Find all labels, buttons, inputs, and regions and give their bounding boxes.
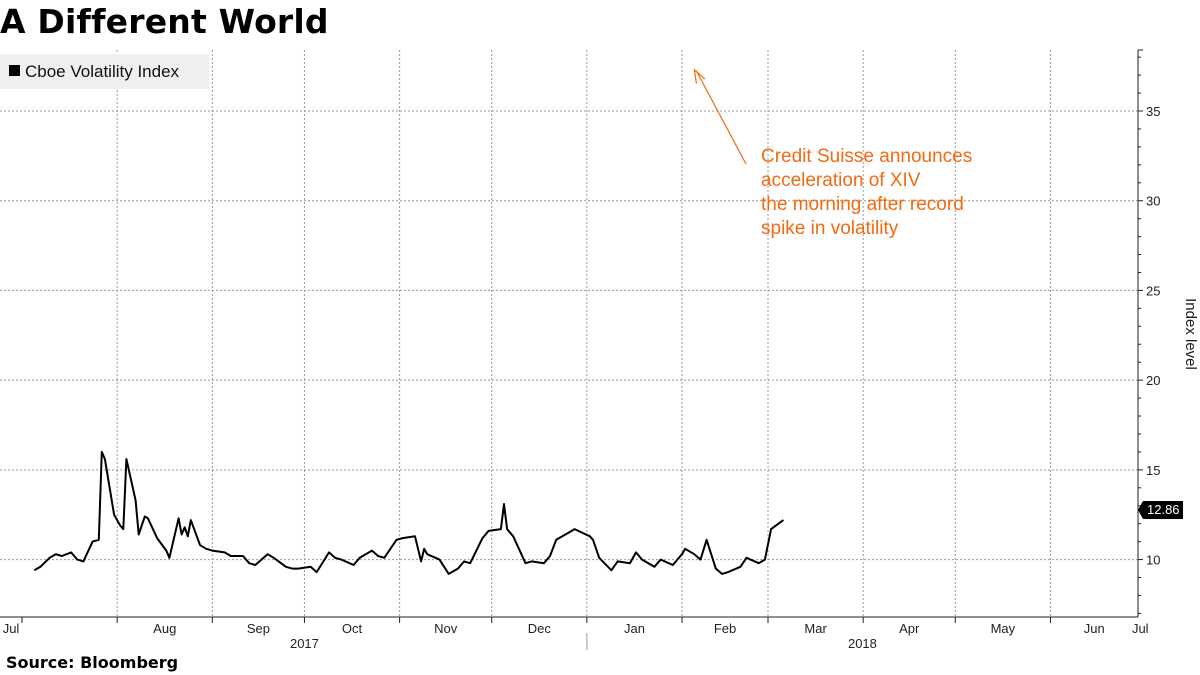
x-tick-label: Mar xyxy=(804,621,827,636)
grid-lines xyxy=(0,50,1138,617)
annotation-text-line: the morning after record xyxy=(761,194,964,215)
y-tick-label: 10 xyxy=(1146,553,1160,568)
y-ticks: 10 15 20 25 30 35 xyxy=(1138,49,1160,614)
y-tick-label: 25 xyxy=(1146,283,1160,298)
legend-label: Cboe Volatility Index xyxy=(25,62,180,81)
x-tick-label: Oct xyxy=(342,621,363,636)
chart-title: A Different World xyxy=(0,2,329,41)
legend-background xyxy=(0,54,209,89)
annotation: Credit Suisse announces acceleration of X… xyxy=(693,68,972,239)
x-tick-label: Aug xyxy=(153,621,176,636)
x-tick-label: Feb xyxy=(714,621,736,636)
x-tick-label: Nov xyxy=(434,621,458,636)
x-tick-label: Jul xyxy=(1132,621,1149,636)
x-tick-label: Jan xyxy=(624,621,645,636)
x-tick-label: Jun xyxy=(1084,621,1105,636)
x-tick-label: Dec xyxy=(528,621,552,636)
axes xyxy=(0,50,1139,618)
legend: Cboe Volatility Index xyxy=(0,54,209,89)
annotation-arrowhead xyxy=(693,68,706,84)
annotation-text-line: Credit Suisse announces xyxy=(761,146,972,167)
x-tick-label: Apr xyxy=(899,621,920,636)
y-tick-label: 30 xyxy=(1146,194,1160,209)
year-label-2018: 2018 xyxy=(848,636,877,651)
last-value-badge: 12.86 xyxy=(1138,501,1183,519)
x-ticks: Jul Aug Sep Oct Nov Dec Jan Feb Mar Apr May Jun Jul 2… xyxy=(3,617,1149,651)
annotation-text-line: acceleration of XIV xyxy=(761,170,921,191)
series-layer xyxy=(33,450,784,575)
x-tick-label: May xyxy=(991,621,1016,636)
annotation-arrow xyxy=(695,70,747,165)
legend-swatch xyxy=(9,65,20,76)
x-tick-label: Jul xyxy=(3,621,20,636)
series-line-vix xyxy=(33,450,784,575)
y-tick-label: 15 xyxy=(1146,463,1160,478)
x-tick-label: Sep xyxy=(247,621,270,636)
year-label-2017: 2017 xyxy=(290,636,319,651)
y-axis-label: Index level xyxy=(1182,298,1199,370)
source-note: Source: Bloomberg xyxy=(6,653,179,672)
y-tick-label: 20 xyxy=(1146,373,1160,388)
annotation-text-line: spike in volatility xyxy=(761,218,899,239)
y-tick-label: 35 xyxy=(1146,104,1160,119)
last-value-text: 12.86 xyxy=(1147,502,1180,517)
last-value-badge-shape xyxy=(1138,501,1183,519)
